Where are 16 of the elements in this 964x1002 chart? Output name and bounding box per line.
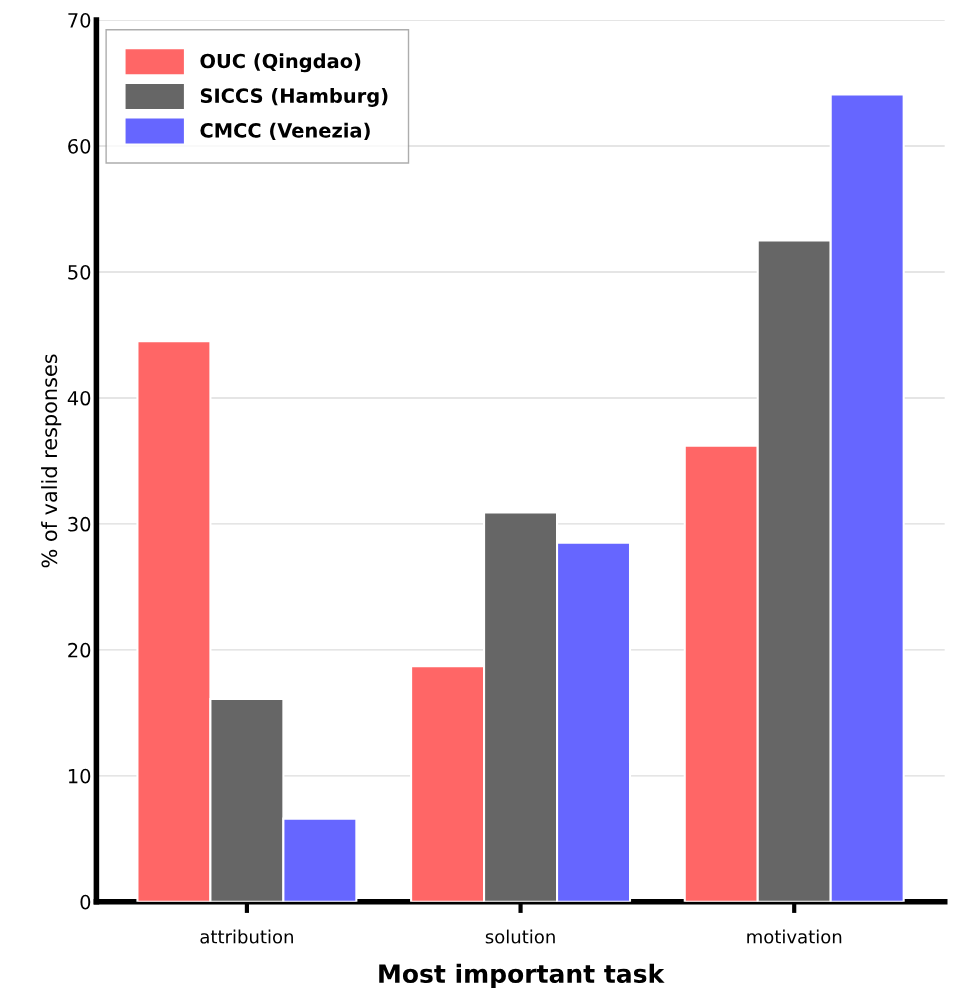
y-tick-label: 20	[68, 642, 91, 658]
y-tick-label: 40	[67, 390, 91, 406]
x-tick-label: attribution	[200, 929, 293, 944]
y-axis-title: % of valid responses	[41, 354, 62, 568]
legend-label: OUC (Qingdao)	[200, 53, 361, 73]
y-tick-label: 0	[80, 894, 91, 910]
legend-label: CMCC (Venezia)	[200, 122, 370, 141]
y-tick-label: 70	[68, 13, 91, 28]
y-tick-label: 60	[68, 138, 91, 154]
y-tick-label: 30	[68, 516, 91, 532]
legend-label: SICCS (Hamburg)	[200, 88, 388, 107]
x-tick-label: motivation	[747, 929, 842, 944]
y-tick-label: 10	[68, 768, 91, 784]
y-tick-label: 50	[68, 264, 91, 280]
x-tick-label: solution	[485, 929, 555, 944]
x-axis-title: Most important task	[379, 963, 665, 988]
